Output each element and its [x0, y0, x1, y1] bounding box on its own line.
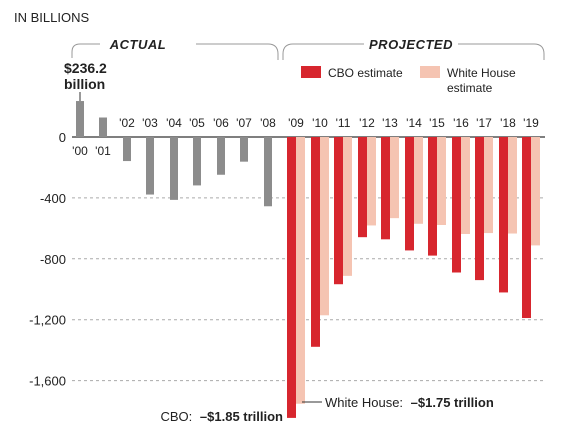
bar-cbo-7 [452, 137, 461, 273]
bars [76, 101, 540, 418]
bar-white-house-8 [484, 137, 493, 234]
bar-cbo-9 [499, 137, 508, 293]
bar-white-house-2 [343, 137, 352, 276]
first-bar-unit: billion [64, 76, 105, 92]
bar-cbo-8 [475, 137, 484, 281]
actual-bracket-right [196, 43, 279, 60]
actual-bracket [71, 43, 100, 58]
x-tick-label-actual-1: '01 [95, 144, 111, 158]
bar-actual-5 [193, 137, 201, 186]
legend-swatch-cbo [301, 66, 321, 78]
bar-white-house-6 [437, 137, 446, 226]
wh-annotation-prefix: White House: [325, 395, 403, 410]
x-tick-label-projected-0: '09 [288, 116, 304, 130]
x-tick-label-actual-5: '05 [189, 116, 205, 130]
x-tick-label-projected-5: '14 [406, 116, 422, 130]
bar-cbo-6 [428, 137, 437, 256]
y-tick-label-4: -1,600 [29, 374, 66, 389]
x-axis-labels: '00 '01 '02 '03 '04 '05 '06 '07 '08 '09 '10 '11 '12 '… [72, 116, 539, 158]
bar-cbo-4 [381, 137, 390, 240]
bar-cbo-3 [358, 137, 367, 238]
x-tick-label-actual-4: '04 [166, 116, 182, 130]
y-tick-label-2: -800 [40, 252, 66, 267]
wh-annotation-value: –$1.75 trillion [411, 395, 494, 410]
bar-cbo-5 [405, 137, 414, 251]
wh-annotation: White House: –$1.75 trillion [325, 395, 494, 410]
x-tick-label-actual-6: '06 [213, 116, 229, 130]
x-tick-label-projected-3: '12 [359, 116, 375, 130]
x-tick-label-actual-3: '03 [142, 116, 158, 130]
bar-actual-0 [76, 101, 84, 137]
projected-bracket-right [458, 43, 545, 60]
y-tick-label-0: 0 [59, 130, 66, 145]
gridlines [72, 136, 545, 382]
cbo-annotation-value: –$1.85 trillion [200, 409, 283, 424]
first-bar-amount: $236.2 [64, 60, 107, 76]
projected-section-label: PROJECTED [369, 37, 453, 52]
x-tick-label-projected-6: '15 [429, 116, 445, 130]
x-tick-label-projected-10: '19 [523, 116, 539, 130]
bar-white-house-7 [461, 137, 470, 234]
legend-label-cbo: CBO estimate [328, 66, 403, 80]
bar-white-house-1 [320, 137, 329, 316]
bar-white-house-0 [296, 137, 305, 404]
x-tick-label-projected-7: '16 [453, 116, 469, 130]
actual-section-label: ACTUAL [109, 37, 166, 52]
y-tick-label-3: -1,200 [29, 313, 66, 328]
legend-swatch-white-house [420, 66, 440, 78]
bar-actual-8 [264, 137, 272, 207]
bar-actual-4 [170, 137, 178, 200]
bar-actual-3 [146, 137, 154, 195]
bar-actual-7 [240, 137, 248, 162]
x-tick-label-actual-0: '00 [72, 144, 88, 158]
x-tick-label-actual-2: '02 [119, 116, 135, 130]
x-tick-label-projected-4: '13 [382, 116, 398, 130]
projected-bracket [282, 43, 364, 60]
legend-label-white-house: White House [447, 66, 516, 80]
bar-cbo-10 [522, 137, 531, 319]
bar-cbo-0 [287, 137, 296, 418]
bar-white-house-3 [367, 137, 376, 226]
legend-label-white-house-line2: estimate [447, 81, 493, 95]
bar-white-house-4 [390, 137, 399, 219]
x-tick-label-projected-1: '10 [312, 116, 328, 130]
x-tick-label-projected-8: '17 [476, 116, 492, 130]
bar-cbo-2 [334, 137, 343, 285]
x-tick-label-actual-8: '08 [260, 116, 276, 130]
bar-actual-1 [99, 117, 107, 137]
cbo-annotation-prefix: CBO: [160, 409, 192, 424]
y-tick-label-1: -400 [40, 191, 66, 206]
x-tick-label-projected-2: '11 [336, 116, 351, 130]
bar-white-house-9 [508, 137, 517, 234]
bar-cbo-1 [311, 137, 320, 347]
bar-white-house-5 [414, 137, 423, 224]
bar-actual-2 [123, 137, 131, 162]
bar-white-house-10 [531, 137, 540, 246]
y-axis: 0 -400 -800 -1,200 -1,600 [29, 130, 66, 389]
bar-actual-6 [217, 137, 225, 175]
cbo-annotation: CBO: –$1.85 trillion [160, 409, 283, 424]
x-tick-label-actual-7: '07 [236, 116, 252, 130]
x-tick-label-projected-9: '18 [500, 116, 516, 130]
unit-label: IN BILLIONS [14, 10, 89, 25]
